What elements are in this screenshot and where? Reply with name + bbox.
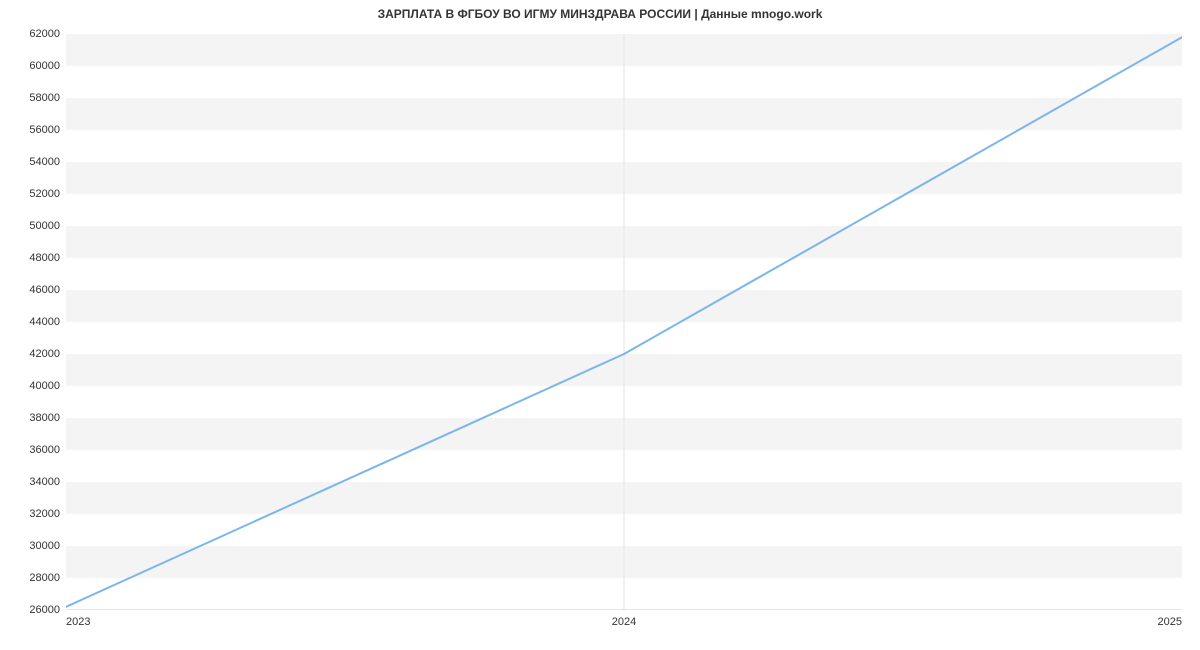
y-tick-label: 44000: [29, 316, 60, 328]
plot-svg: [66, 34, 1182, 610]
x-tick-label: 2024: [612, 616, 636, 628]
y-tick-label: 40000: [29, 380, 60, 392]
y-tick-label: 50000: [29, 220, 60, 232]
y-tick-label: 34000: [29, 476, 60, 488]
x-tick-label: 2023: [66, 616, 90, 628]
y-tick-label: 26000: [29, 604, 60, 616]
y-tick-label: 46000: [29, 284, 60, 296]
y-tick-label: 54000: [29, 156, 60, 168]
line-chart: ЗАРПЛАТА В ФГБОУ ВО ИГМУ МИНЗДРАВА РОССИ…: [0, 0, 1200, 650]
y-tick-label: 42000: [29, 348, 60, 360]
x-tick-label: 2025: [1158, 616, 1182, 628]
plot-area: [66, 34, 1182, 610]
y-tick-label: 38000: [29, 412, 60, 424]
chart-title: ЗАРПЛАТА В ФГБОУ ВО ИГМУ МИНЗДРАВА РОССИ…: [0, 7, 1200, 21]
y-tick-label: 48000: [29, 252, 60, 264]
y-tick-label: 56000: [29, 124, 60, 136]
y-tick-label: 32000: [29, 508, 60, 520]
y-tick-label: 30000: [29, 540, 60, 552]
y-tick-label: 52000: [29, 188, 60, 200]
y-tick-label: 60000: [29, 60, 60, 72]
y-tick-label: 36000: [29, 444, 60, 456]
y-tick-label: 62000: [29, 28, 60, 40]
y-tick-label: 58000: [29, 92, 60, 104]
y-tick-label: 28000: [29, 572, 60, 584]
